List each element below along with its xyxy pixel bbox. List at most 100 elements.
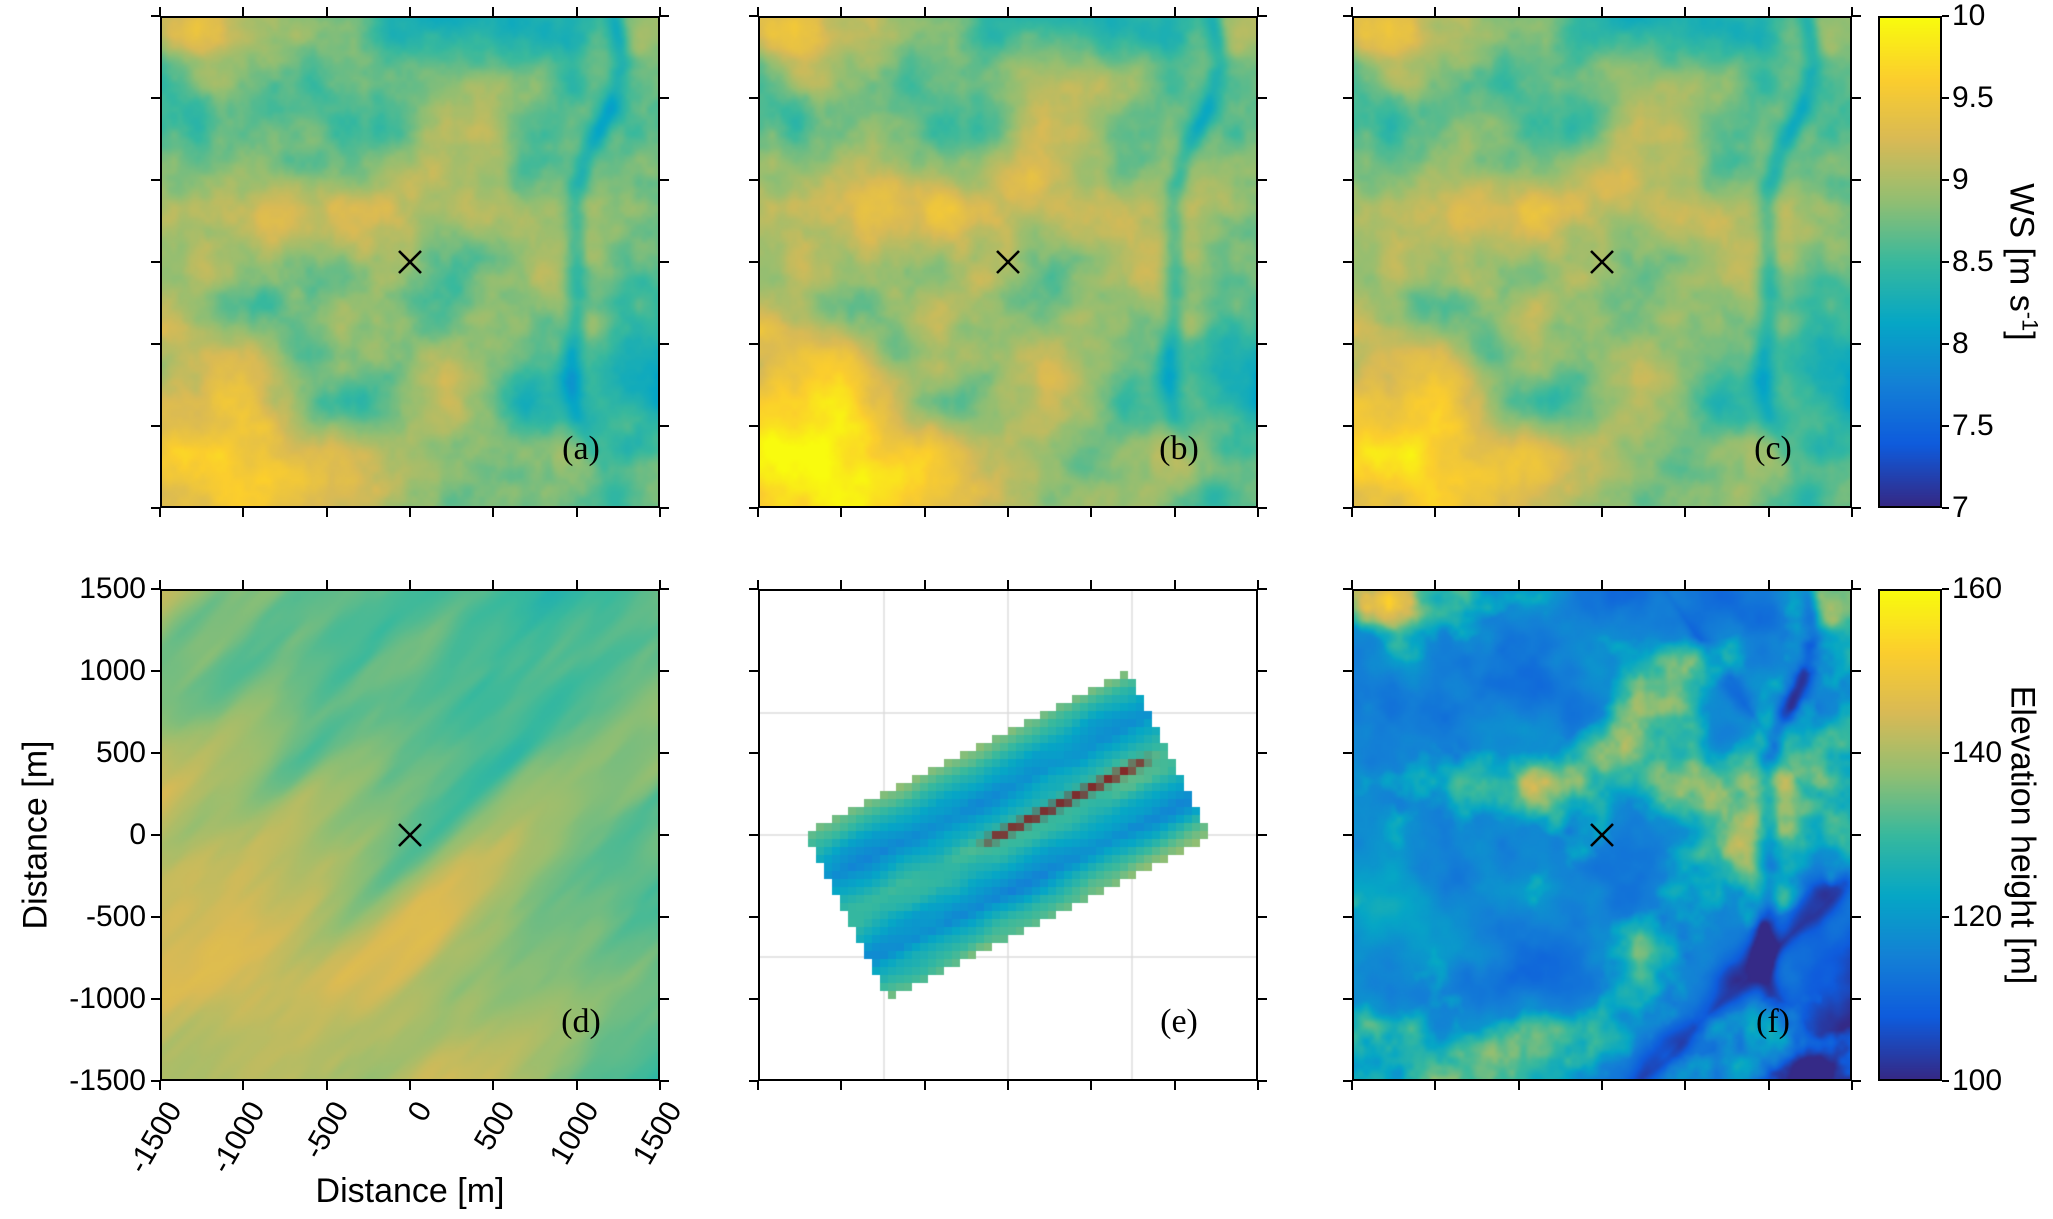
axis-tick	[1684, 1081, 1687, 1090]
panel-b-letter: (b)	[1159, 430, 1199, 467]
axis-tick	[1258, 998, 1267, 1000]
axis-tick	[659, 580, 661, 589]
axis-tick	[1942, 261, 1949, 263]
x-tick-label: -1500	[121, 1096, 189, 1179]
axis-tick	[1343, 670, 1352, 672]
axis-tick	[1258, 588, 1267, 590]
axis-tick	[749, 343, 758, 345]
axis-tick	[575, 1081, 578, 1090]
axis-tick	[151, 588, 160, 590]
center-marker-d	[398, 823, 422, 847]
axis-tick	[1258, 507, 1267, 509]
panel-e-heatmap	[760, 591, 1256, 1079]
axis-tick	[1434, 1081, 1437, 1090]
panel-c: (c)	[1352, 16, 1852, 508]
ws-colorbar	[1878, 16, 1942, 508]
axis-tick	[1173, 580, 1176, 589]
axis-tick	[1852, 670, 1861, 672]
elevation-colorbar-title: Elevation height [m]	[2003, 685, 2042, 985]
ws-colorbar-tick-label: 9	[1952, 163, 1969, 196]
axis-tick	[749, 1080, 758, 1082]
x-axis-label: Distance [m]	[315, 1172, 505, 1210]
axis-tick	[1173, 508, 1176, 517]
axis-tick	[151, 343, 160, 345]
axis-tick	[1942, 179, 1949, 181]
axis-tick	[659, 7, 661, 16]
y-tick-label: -500	[85, 900, 146, 933]
ws-colorbar-gradient	[1880, 18, 1940, 506]
axis-tick	[151, 179, 160, 181]
panel-a-letter: (a)	[562, 430, 600, 467]
axis-tick	[1257, 508, 1259, 517]
ws-colorbar-tick-label: 7.5	[1952, 409, 1994, 442]
axis-tick	[1351, 1081, 1353, 1090]
axis-tick	[151, 916, 160, 918]
axis-tick	[1343, 97, 1352, 99]
axis-tick	[1942, 588, 1949, 590]
axis-tick	[1852, 97, 1861, 99]
axis-tick	[1434, 508, 1437, 517]
axis-tick	[492, 508, 495, 517]
axis-tick	[1942, 343, 1949, 345]
axis-tick	[660, 179, 669, 181]
axis-tick	[840, 7, 843, 16]
axis-tick	[325, 580, 328, 589]
center-marker-c	[1590, 250, 1614, 274]
axis-tick	[749, 425, 758, 427]
axis-tick	[492, 1081, 495, 1090]
panel-b: (b)	[758, 16, 1258, 508]
axis-tick	[749, 15, 758, 17]
axis-tick	[757, 7, 759, 16]
axis-tick	[1258, 343, 1267, 345]
ws-colorbar-tick-label: 7	[1952, 491, 1969, 524]
axis-tick	[1258, 1080, 1267, 1082]
axis-tick	[660, 752, 669, 754]
axis-tick	[1851, 580, 1853, 589]
axis-tick	[1601, 508, 1603, 517]
axis-tick	[1601, 580, 1603, 589]
axis-tick	[749, 916, 758, 918]
axis-tick	[1343, 179, 1352, 181]
axis-tick	[1343, 916, 1352, 918]
axis-tick	[1767, 7, 1770, 16]
axis-tick	[1601, 1081, 1603, 1090]
axis-tick	[1258, 916, 1267, 918]
axis-tick	[151, 261, 160, 263]
y-tick-label: 1500	[79, 572, 146, 605]
axis-tick	[1684, 580, 1687, 589]
axis-tick	[660, 670, 669, 672]
axis-tick	[159, 1081, 161, 1090]
axis-tick	[1852, 1080, 1861, 1082]
y-tick-label: -1500	[69, 1064, 146, 1097]
axis-tick	[1852, 507, 1861, 509]
axis-tick	[1851, 7, 1853, 16]
axis-tick	[1852, 15, 1861, 17]
axis-tick	[1258, 261, 1267, 263]
axis-tick	[151, 670, 160, 672]
axis-tick	[151, 15, 160, 17]
axis-tick	[749, 998, 758, 1000]
axis-tick	[151, 1080, 160, 1082]
center-marker-f	[1590, 823, 1614, 847]
axis-tick	[1090, 1081, 1093, 1090]
axis-tick	[159, 580, 161, 589]
axis-tick	[1942, 752, 1949, 754]
elevation-colorbar-gradient	[1880, 591, 1940, 1079]
axis-tick	[660, 15, 669, 17]
axis-tick	[1517, 508, 1520, 517]
axis-tick	[1007, 1081, 1009, 1090]
axis-tick	[151, 752, 160, 754]
axis-tick	[757, 1081, 759, 1090]
panel-a: (a)	[160, 16, 660, 508]
axis-tick	[749, 752, 758, 754]
axis-tick	[1942, 916, 1949, 918]
axis-tick	[1852, 179, 1861, 181]
axis-tick	[1684, 7, 1687, 16]
elevation-colorbar-tick-label: 160	[1952, 572, 2003, 605]
axis-tick	[1851, 1081, 1853, 1090]
axis-tick	[151, 834, 160, 836]
axis-tick	[1351, 7, 1353, 16]
axis-tick	[1090, 580, 1093, 589]
panel-f: (f)	[1352, 589, 1852, 1081]
